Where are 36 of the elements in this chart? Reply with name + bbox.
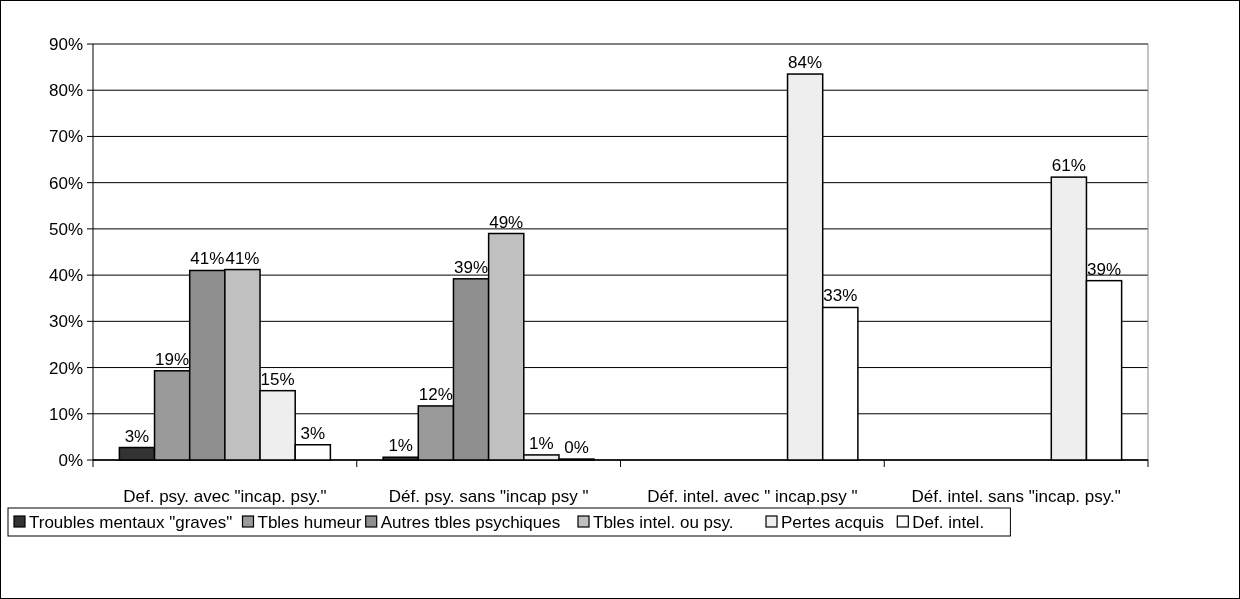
- legend-label: Tbles humeur: [257, 512, 362, 532]
- x-tick-label: Déf. intel. avec " incap.psy ": [647, 487, 858, 506]
- legend-label: Autres tbles psychiques: [380, 512, 561, 532]
- y-tick-label: 20%: [48, 358, 83, 378]
- data-label: 41%: [225, 248, 260, 268]
- legend-label: Def. intel.: [912, 512, 985, 532]
- y-tick-label: 90%: [48, 34, 83, 54]
- y-tick-label: 30%: [48, 312, 83, 332]
- data-label: 84%: [788, 53, 823, 73]
- y-tick-label: 80%: [48, 81, 83, 101]
- data-label: 15%: [260, 369, 295, 389]
- data-label: 41%: [190, 249, 225, 269]
- data-label: 39%: [1087, 259, 1122, 279]
- data-label: 0%: [564, 438, 589, 458]
- x-tick-label: Def. psy. avec "incap. psy.": [123, 487, 327, 506]
- data-label: 19%: [155, 349, 190, 369]
- data-label: 39%: [454, 257, 489, 277]
- y-tick-label: 10%: [48, 404, 83, 424]
- y-tick-label: 60%: [48, 173, 83, 193]
- y-tick-label: 0%: [58, 450, 83, 470]
- data-label: 1%: [388, 436, 413, 456]
- y-tick-label: 50%: [48, 219, 83, 239]
- data-label: 33%: [823, 286, 858, 306]
- data-label: 49%: [489, 212, 524, 232]
- x-tick-label: Déf. intel. sans "incap. psy.": [911, 487, 1121, 506]
- legend-label: Tbles intel. ou psy.: [593, 512, 734, 532]
- data-label: 1%: [529, 433, 554, 453]
- data-label: 3%: [124, 426, 150, 446]
- y-tick-label: 70%: [48, 127, 83, 147]
- x-tick-label: Déf. psy. sans "incap psy ": [388, 487, 589, 506]
- legend-label: Troubles mentaux "graves": [29, 512, 233, 532]
- data-label: 12%: [418, 384, 453, 404]
- data-label: 61%: [1051, 156, 1086, 176]
- legend-label: Pertes acquis: [781, 512, 884, 532]
- data-label: 3%: [300, 423, 326, 443]
- y-tick-label: 40%: [48, 266, 83, 286]
